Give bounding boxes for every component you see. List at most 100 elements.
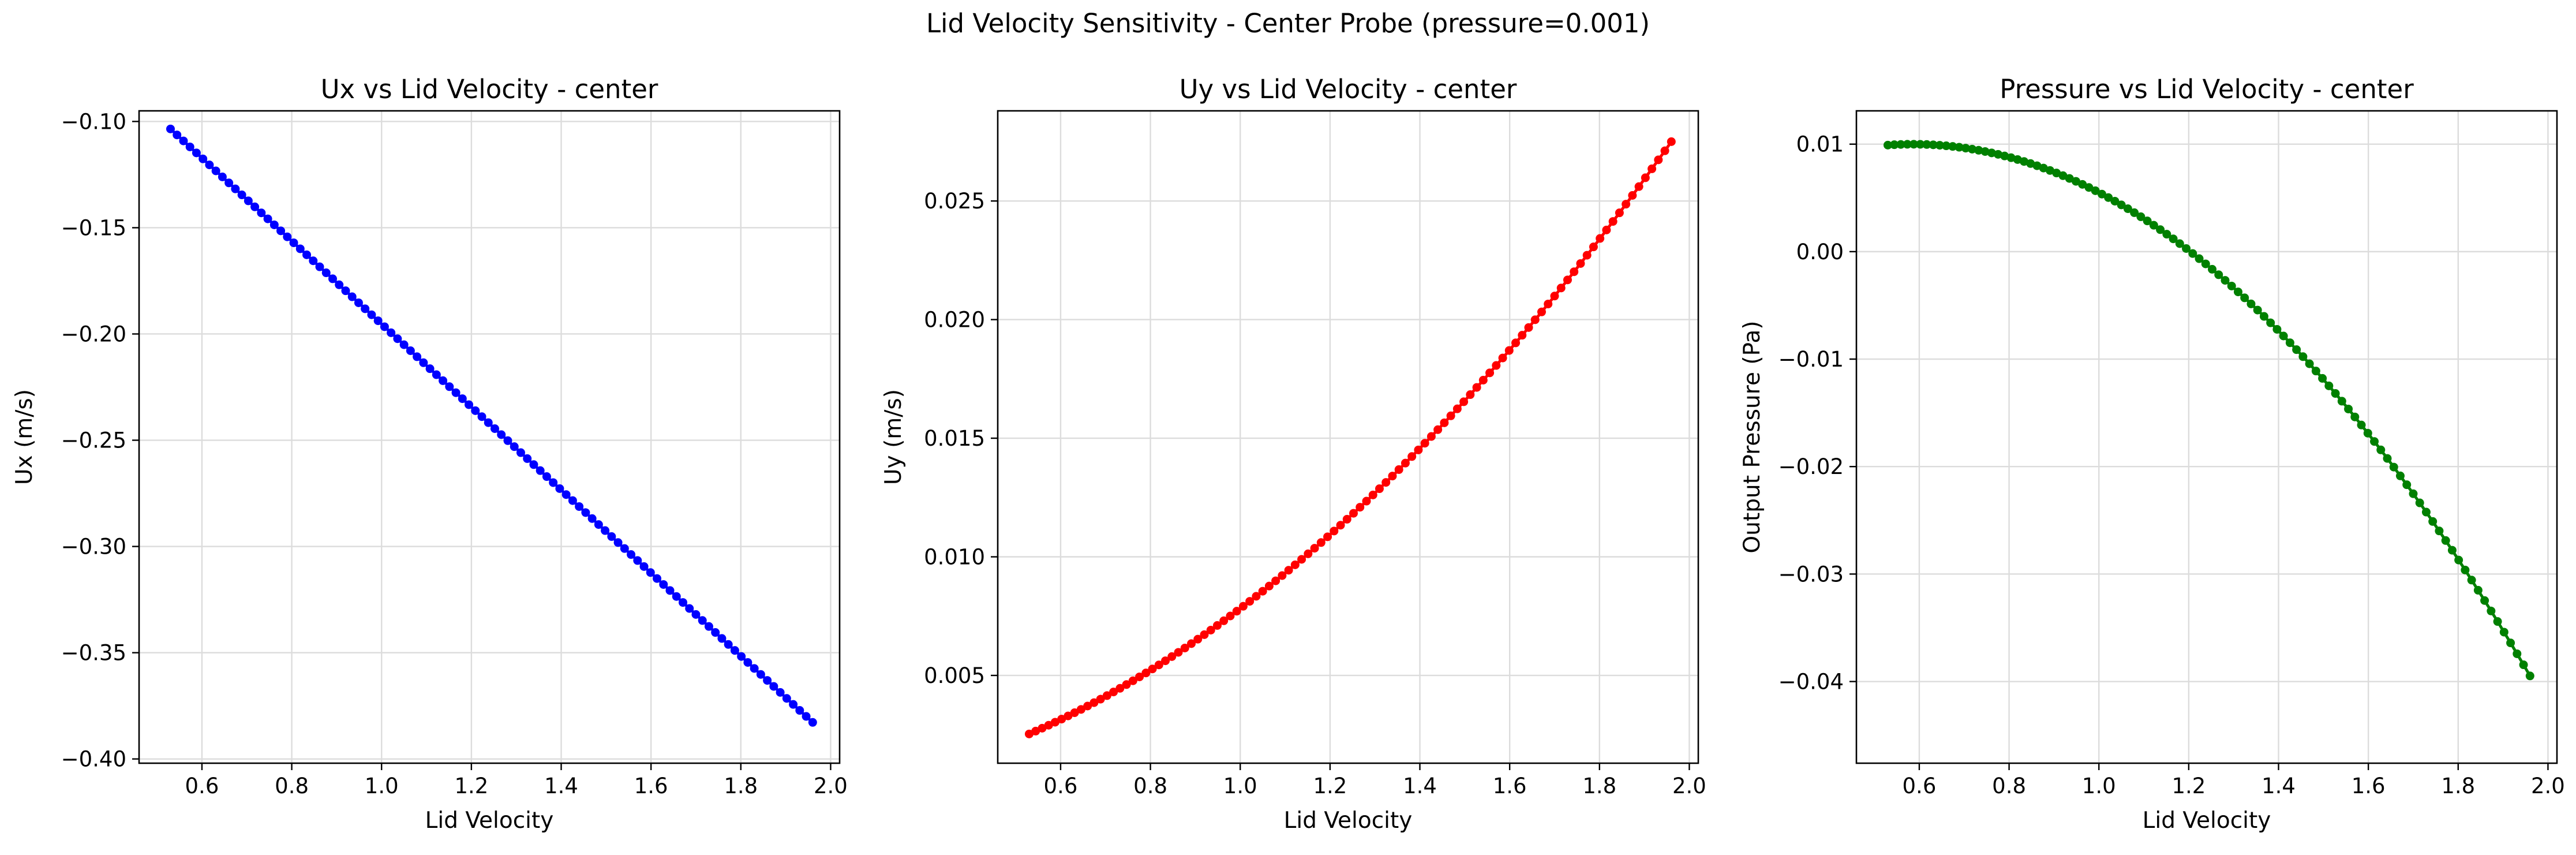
- data-point-ux: [730, 646, 739, 655]
- data-point-uy: [1420, 439, 1429, 448]
- data-point-pressure: [2292, 345, 2301, 354]
- data-point-uy: [1433, 425, 1443, 434]
- chart-title-pressure: Pressure vs Lid Velocity - center: [2000, 74, 2414, 104]
- data-point-pressure: [2363, 428, 2372, 438]
- data-point-pressure: [2097, 189, 2106, 199]
- data-point-uy: [1426, 432, 1436, 441]
- data-point-ux: [594, 520, 603, 529]
- data-point-uy: [1589, 242, 1598, 252]
- data-point-ux: [205, 160, 214, 170]
- plot-frame-pressure: [1855, 110, 2558, 764]
- data-point-pressure: [2201, 259, 2210, 268]
- series-line-pressure: [1888, 143, 2532, 677]
- data-point-pressure: [2519, 660, 2528, 670]
- data-point-pressure: [1916, 140, 1925, 149]
- data-point-pressure: [2227, 281, 2236, 290]
- x-tick-label: 1.4: [2262, 774, 2296, 798]
- x-tick-label: 1.2: [454, 774, 488, 798]
- data-point-pressure: [2071, 177, 2080, 186]
- data-point-pressure: [2104, 193, 2113, 202]
- data-point-pressure: [2214, 270, 2223, 279]
- x-tick-label: 1.8: [724, 774, 758, 798]
- data-point-uy: [1394, 465, 1403, 474]
- data-point-pressure: [2117, 200, 2126, 210]
- data-point-uy: [1070, 708, 1079, 718]
- data-point-ux: [639, 562, 649, 571]
- data-point-pressure: [1968, 144, 1977, 154]
- data-point-uy: [1634, 182, 1643, 191]
- data-point-pressure: [2441, 536, 2450, 545]
- data-point-ux: [413, 352, 422, 361]
- y-tick-label: 0.005: [924, 663, 985, 688]
- data-point-uy: [1504, 346, 1514, 355]
- data-point-ux: [269, 220, 279, 229]
- x-tick-label: 1.2: [1313, 774, 1347, 798]
- data-point-ux: [432, 370, 441, 379]
- data-point-uy: [1258, 587, 1267, 596]
- data-point-pressure: [2169, 234, 2178, 244]
- data-point-ux: [328, 274, 337, 283]
- data-point-uy: [1186, 639, 1196, 648]
- data-point-ux: [549, 478, 558, 487]
- data-point-uy: [1628, 191, 1637, 200]
- data-point-uy: [1271, 576, 1280, 585]
- data-point-ux: [341, 286, 350, 296]
- data-point-uy: [1316, 538, 1326, 547]
- x-tick-label: 0.8: [1992, 774, 2026, 798]
- data-point-pressure: [2136, 212, 2146, 221]
- data-point-uy: [1038, 723, 1047, 733]
- data-point-ux: [561, 490, 571, 499]
- data-point-uy: [1284, 566, 1293, 575]
- x-tick-label: 0.6: [185, 774, 219, 798]
- data-point-ux: [750, 664, 759, 673]
- data-point-pressure: [1896, 140, 1905, 149]
- x-tick-label: 1.6: [1493, 774, 1527, 798]
- data-point-uy: [1167, 652, 1177, 661]
- data-point-uy: [1044, 720, 1053, 730]
- data-point-ux: [678, 598, 687, 607]
- data-point-ux: [633, 556, 642, 565]
- data-point-ux: [776, 688, 785, 697]
- y-axis-label-uy: Uy (m/s): [881, 389, 907, 485]
- data-point-uy: [1349, 509, 1358, 518]
- data-point-ux: [387, 328, 396, 337]
- data-point-uy: [1498, 353, 1507, 363]
- data-point-ux: [218, 172, 227, 181]
- data-point-ux: [704, 622, 713, 631]
- data-point-ux: [166, 124, 175, 133]
- data-point-uy: [1057, 715, 1066, 724]
- data-point-pressure: [2221, 276, 2230, 285]
- x-tick-label: 0.6: [1903, 774, 1937, 798]
- x-tick-label: 1.8: [2441, 774, 2475, 798]
- data-point-pressure: [2421, 507, 2431, 517]
- data-point-pressure: [2337, 397, 2346, 406]
- data-point-ux: [685, 604, 694, 613]
- x-tick-label: 1.4: [544, 774, 578, 798]
- data-point-pressure: [2045, 166, 2054, 175]
- data-point-pressure: [2383, 454, 2392, 463]
- data-point-pressure: [2175, 239, 2184, 248]
- data-point-uy: [1206, 625, 1215, 634]
- data-point-uy: [1238, 602, 1248, 611]
- data-point-ux: [555, 484, 564, 493]
- data-point-ux: [711, 628, 720, 637]
- data-point-ux: [782, 694, 791, 703]
- data-point-ux: [347, 292, 357, 301]
- data-point-uy: [1563, 275, 1572, 285]
- data-point-pressure: [2000, 151, 2009, 160]
- data-point-ux: [425, 364, 435, 374]
- data-point-pressure: [1883, 140, 1892, 150]
- data-point-uy: [1518, 331, 1527, 340]
- data-point-ux: [289, 238, 298, 248]
- data-point-ux: [237, 191, 246, 200]
- data-point-uy: [1401, 458, 1410, 468]
- data-point-ux: [665, 586, 675, 595]
- data-point-uy: [1193, 634, 1203, 644]
- data-point-pressure: [2110, 196, 2120, 206]
- data-point-uy: [1174, 648, 1183, 657]
- data-point-uy: [1252, 592, 1261, 601]
- x-tick-label: 1.0: [365, 774, 399, 798]
- data-point-uy: [1122, 680, 1131, 689]
- data-point-pressure: [2246, 299, 2256, 308]
- data-point-pressure: [2259, 312, 2268, 321]
